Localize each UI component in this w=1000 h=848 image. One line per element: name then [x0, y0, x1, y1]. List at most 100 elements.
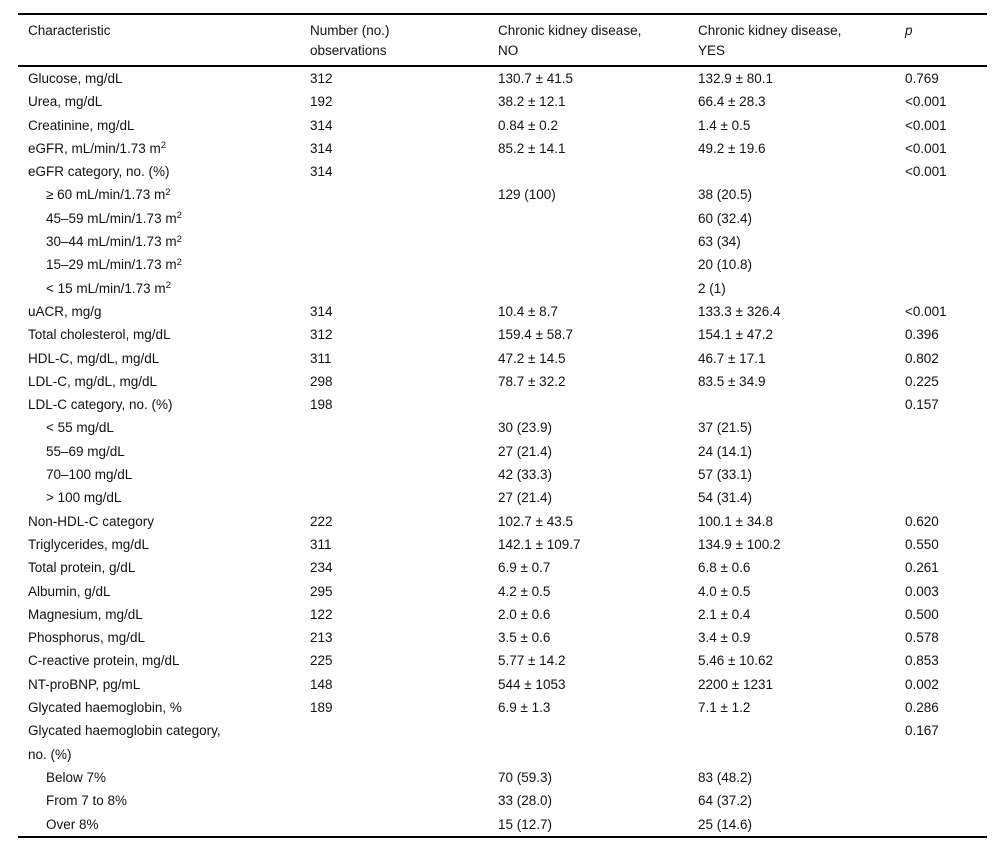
row-label: 30–44 mL/min/1.73 m2	[46, 233, 182, 250]
ckd-no-cell: 42 (33.3)	[498, 467, 553, 483]
observations-cell	[310, 183, 498, 206]
ckd-yes-cell: 6.8 ± 0.6	[698, 560, 751, 576]
observations-cell: 314	[310, 140, 333, 156]
row-label: Glycated haemoglobin, %	[28, 700, 182, 716]
ckd-no-cell: 142.1 ± 109.7	[498, 536, 581, 552]
ckd-yes-cell: 100.1 ± 34.8	[698, 513, 773, 529]
table-row: Glycated haemoglobin category, no. (%) 0.…	[18, 719, 987, 766]
ckd-no-cell: 27 (21.4)	[498, 443, 553, 459]
ckd-no-cell: 2.0 ± 0.6	[498, 606, 551, 622]
row-label: Creatinine, mg/dL	[28, 117, 135, 133]
table-row: 15–29 mL/min/1.73 m2 20 (10.8)	[18, 253, 987, 276]
ckd-no-cell: 6.9 ± 0.7	[498, 560, 551, 576]
observations-cell	[310, 719, 498, 766]
observations-cell	[310, 813, 498, 837]
observations-cell: 311	[310, 350, 332, 366]
ckd-yes-cell: 20 (10.8)	[698, 257, 753, 273]
observations-cell: 298	[310, 373, 333, 389]
row-label: < 15 mL/min/1.73 m2	[46, 280, 171, 296]
ckd-yes-cell: 66.4 ± 28.3	[698, 94, 766, 110]
observations-cell: 189	[310, 700, 333, 716]
p-value-cell: 0.550	[905, 536, 939, 552]
p-value-cell	[905, 813, 987, 837]
p-value-cell	[905, 230, 987, 253]
row-label: 70–100 mg/dL	[46, 467, 133, 483]
column-header-characteristic: Characteristic	[18, 14, 310, 67]
ckd-yes-cell: 5.46 ± 10.62	[698, 653, 773, 669]
ckd-no-cell: 5.77 ± 14.2	[498, 653, 566, 669]
table-row: Magnesium, mg/dL 122 2.0 ± 0.6 2.1 ± 0.4 0.5…	[18, 603, 987, 626]
observations-cell: 311	[310, 536, 332, 552]
observations-cell	[310, 486, 498, 509]
row-label: Glucose, mg/dL	[28, 71, 123, 86]
table-row: Below 7% 70 (59.3) 83 (48.2)	[18, 766, 987, 789]
p-value-cell	[905, 416, 987, 439]
observations-cell: 312	[310, 71, 333, 86]
observations-cell	[310, 766, 498, 789]
ckd-yes-cell: 2.1 ± 0.4	[698, 606, 751, 622]
ckd-no-cell	[498, 207, 698, 230]
ckd-no-cell: 38.2 ± 12.1	[498, 94, 566, 110]
table-row: 70–100 mg/dL 42 (33.3) 57 (33.1)	[18, 463, 987, 486]
row-label: eGFR category, no. (%)	[28, 164, 170, 180]
observations-cell	[310, 230, 498, 253]
ckd-no-cell	[498, 277, 698, 300]
p-value-cell: 0.003	[905, 583, 939, 599]
p-value-cell: 0.396	[905, 327, 939, 343]
ckd-no-cell: 544 ± 1053	[498, 676, 566, 692]
ckd-no-cell: 3.5 ± 0.6	[498, 630, 551, 646]
p-value-cell: 0.578	[905, 630, 939, 646]
p-value-cell: 0.500	[905, 606, 939, 622]
column-header-number-observations: Number (no.) observations	[310, 14, 498, 67]
ckd-yes-cell: 25 (14.6)	[698, 816, 753, 832]
table-row: Urea, mg/dL 192 38.2 ± 12.1 66.4 ± 28.3 <0.0…	[18, 90, 987, 113]
observations-cell: 312	[310, 327, 333, 343]
ckd-no-cell: 159.4 ± 58.7	[498, 327, 573, 343]
table-row: Phosphorus, mg/dL 213 3.5 ± 0.6 3.4 ± 0.9 0.…	[18, 626, 987, 649]
row-label: C-reactive protein, mg/dL	[28, 653, 180, 669]
observations-cell	[310, 416, 498, 439]
row-label: Glycated haemoglobin category, no. (%)	[28, 723, 221, 762]
row-label: Over 8%	[46, 816, 99, 832]
table-row: Total protein, g/dL 234 6.9 ± 0.7 6.8 ± 0.6…	[18, 556, 987, 579]
table-row: Non-HDL-C category 222 102.7 ± 43.5 100.1 ±…	[18, 510, 987, 533]
row-label: From 7 to 8%	[46, 793, 128, 809]
observations-cell	[310, 253, 498, 276]
ckd-no-cell	[498, 253, 698, 276]
table-row: C-reactive protein, mg/dL 225 5.77 ± 14.2 5…	[18, 649, 987, 672]
row-label: Urea, mg/dL	[28, 94, 103, 110]
row-label: Total protein, g/dL	[28, 560, 136, 576]
table-row: Triglycerides, mg/dL 311 142.1 ± 109.7 134.…	[18, 533, 987, 556]
p-value-cell	[905, 440, 987, 463]
row-label: ≥ 60 mL/min/1.73 m2	[46, 186, 171, 203]
p-value-cell: 0.002	[905, 676, 939, 692]
p-value-cell: <0.001	[905, 164, 947, 180]
table-row: Creatinine, mg/dL 314 0.84 ± 0.2 1.4 ± 0.5 <…	[18, 114, 987, 137]
ckd-yes-cell: 37 (21.5)	[698, 420, 753, 436]
ckd-yes-cell: 133.3 ± 326.4	[698, 303, 781, 319]
ckd-yes-cell: 154.1 ± 47.2	[698, 327, 773, 343]
ckd-no-cell: 15 (12.7)	[498, 816, 553, 832]
ckd-yes-cell: 7.1 ± 1.2	[698, 700, 751, 716]
ckd-yes-cell	[698, 160, 905, 183]
p-value-cell: 0.769	[905, 71, 939, 86]
row-label: 45–59 mL/min/1.73 m2	[46, 210, 182, 226]
column-header-p-value: p	[905, 14, 987, 67]
row-label: uACR, mg/g	[28, 303, 102, 319]
ckd-no-cell	[498, 230, 698, 253]
observations-cell: 198	[310, 397, 333, 413]
p-value-cell: 0.157	[905, 397, 939, 413]
p-value-cell: 0.853	[905, 653, 939, 669]
row-label: HDL-C, mg/dL, mg/dL	[28, 350, 160, 366]
table-row: eGFR, mL/min/1.73 m2 314 85.2 ± 14.1 49.2 ±…	[18, 137, 987, 160]
table-body: Glucose, mg/dL 312 130.7 ± 41.5 132.9 ± 80.…	[18, 66, 987, 837]
ckd-yes-cell: 3.4 ± 0.9	[698, 630, 751, 646]
row-label: 55–69 mg/dL	[46, 443, 125, 459]
ckd-no-cell: 33 (28.0)	[498, 793, 553, 809]
ckd-no-cell: 10.4 ± 8.7	[498, 303, 558, 319]
ckd-no-cell: 78.7 ± 32.2	[498, 373, 566, 389]
row-label: LDL-C category, no. (%)	[28, 397, 173, 413]
table-row: > 100 mg/dL 27 (21.4) 54 (31.4)	[18, 486, 987, 509]
p-value-cell: 0.225	[905, 373, 939, 389]
table-row: 55–69 mg/dL 27 (21.4) 24 (14.1)	[18, 440, 987, 463]
